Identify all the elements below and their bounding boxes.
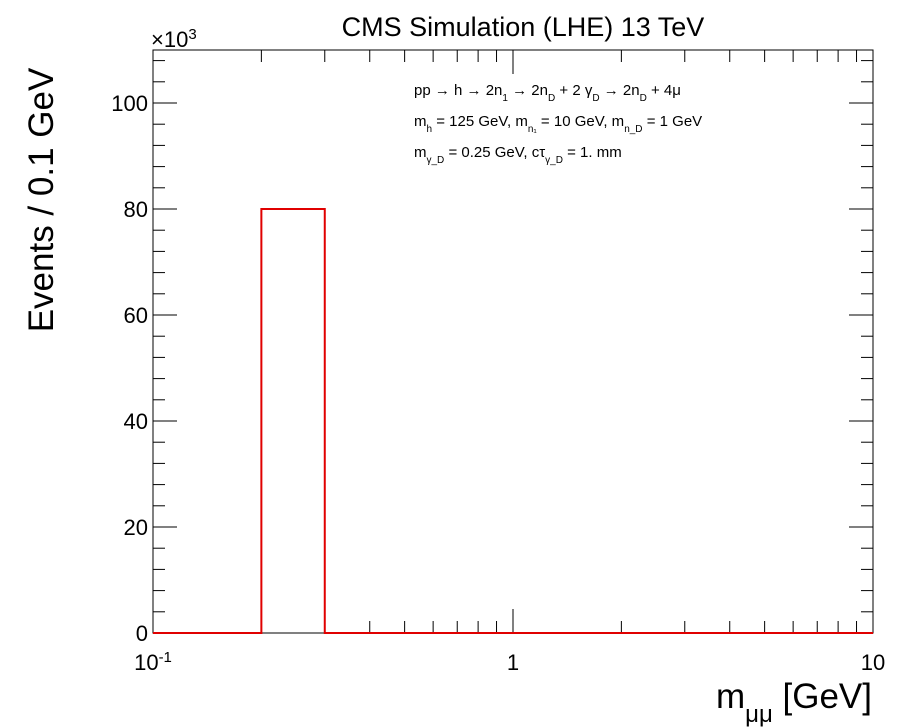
x-axis-title: mμμ [GeV]: [716, 677, 872, 728]
legend-text: pp → h → 2n1 → 2nD + 2 γD → 2nD + 4μ mh =…: [414, 82, 702, 166]
y-tick-label: 60: [124, 303, 148, 328]
y-tick-label: 100: [111, 91, 148, 116]
x-tick-label: 10: [861, 650, 885, 675]
x-tick-label: 10-1: [134, 649, 172, 676]
y-tick-label: 0: [136, 621, 148, 646]
chart-title: CMS Simulation (LHE) 13 TeV: [342, 12, 705, 42]
ticks-layer: [152, 50, 874, 634]
histogram-bin: [261, 209, 324, 633]
histogram-series: [153, 208, 873, 634]
y-tick-label: 80: [124, 197, 148, 222]
y-axis-title: Events / 0.1 GeV: [22, 67, 61, 332]
y-tick-label: 40: [124, 409, 148, 434]
annotation-line: pp → h → 2n1 → 2nD + 2 γD → 2nD + 4μ: [414, 82, 681, 104]
axis-title-layer: Events / 0.1 GeV mμμ [GeV]: [22, 67, 872, 727]
y-multiplier-label: ×103: [151, 26, 197, 53]
annotation-line: mγ_D = 0.25 GeV, cτγ_D = 1. mm: [414, 144, 622, 166]
y-tick-label: 20: [124, 515, 148, 540]
data-layer: [153, 208, 873, 634]
x-tick-label: 1: [507, 650, 519, 675]
annotation-line: mh = 125 GeV, mn₁ = 10 GeV, mn_D = 1 GeV: [414, 113, 702, 135]
title-layer: CMS Simulation (LHE) 13 TeV: [342, 12, 705, 42]
labels-layer: 0 20 40 60 80 100 ×103 10-1 1 10: [111, 26, 885, 676]
